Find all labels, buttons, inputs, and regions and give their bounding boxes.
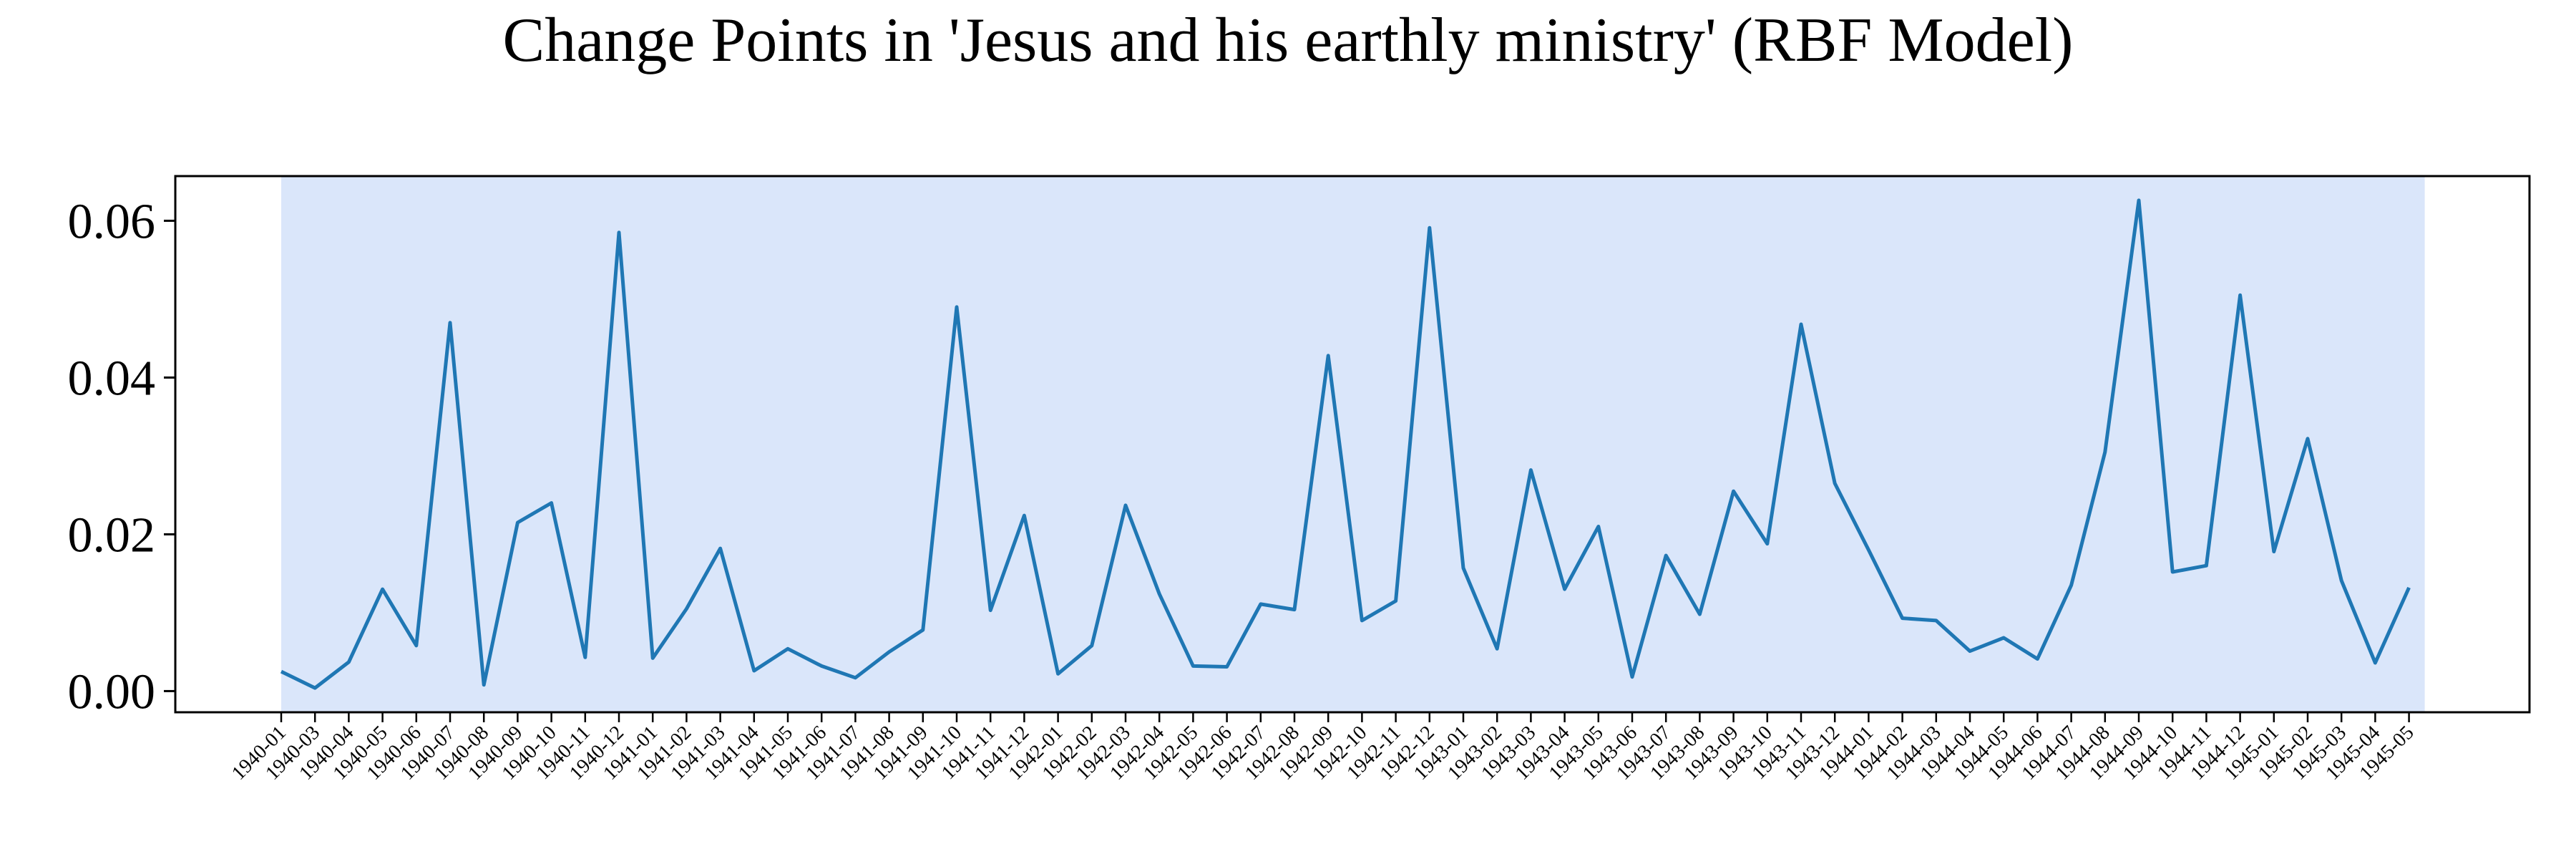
y-axis: 0.00 0.02 0.04 0.06 — [68, 194, 175, 719]
y-tick-label: 0.04 — [68, 351, 156, 406]
data-points — [280, 200, 2409, 689]
shaded-span — [281, 176, 2425, 712]
y-tick-label: 0.00 — [68, 664, 156, 719]
y-tick-label: 0.02 — [68, 508, 156, 563]
plot-frame — [174, 175, 2531, 714]
x-axis: 1940-011940-031940-041940-051940-061940-… — [228, 712, 2419, 785]
chart-title: Change Points in 'Jesus and his earthly … — [503, 6, 2074, 75]
y-tick-label: 0.06 — [68, 194, 156, 249]
series-line — [280, 198, 2411, 690]
